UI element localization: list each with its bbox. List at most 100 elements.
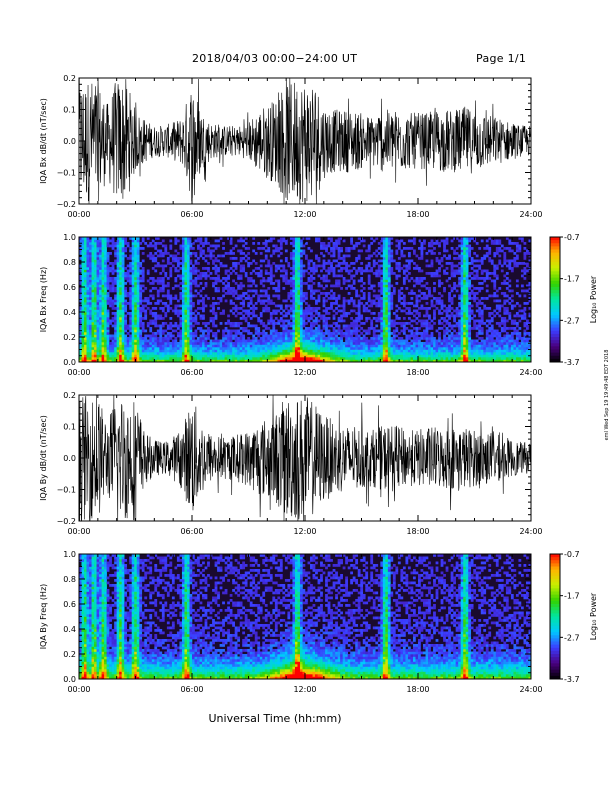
spectrogram-cell [89, 259, 92, 263]
spectrogram-cell [159, 299, 163, 303]
spectrogram-cell [385, 314, 389, 318]
spectrogram-cell [357, 312, 361, 315]
spectrogram-cell [347, 349, 351, 353]
spectrogram-cell [352, 332, 356, 335]
spectrogram-cell [232, 262, 235, 265]
spectrogram-cell [284, 324, 288, 328]
spectrogram-cell [96, 332, 100, 335]
spectrogram-cell [440, 299, 444, 303]
spectrogram-cell [161, 322, 165, 325]
spectrogram-cell [382, 332, 386, 335]
spectrogram-cell [269, 349, 273, 353]
spectrogram-cell [370, 344, 374, 348]
spectrogram-cell [387, 324, 391, 328]
spectrogram-cell [84, 277, 87, 280]
spectrogram-cell [380, 359, 384, 363]
spectrogram-cell [360, 349, 364, 353]
spectrogram-cell [89, 359, 92, 363]
spectrogram-cell [144, 242, 148, 245]
spectrogram-cell [139, 352, 143, 355]
spectrogram-cell [428, 354, 431, 358]
spectrogram-cell [342, 334, 346, 338]
spectrogram-cell [252, 324, 256, 328]
spectrogram-cell [121, 357, 125, 360]
spectrogram-cell [350, 299, 354, 303]
spectrogram-cell [217, 352, 220, 355]
spectrogram-cell [149, 359, 153, 363]
spectrogram-cell [428, 334, 431, 338]
spectrogram-cell [154, 352, 158, 355]
spectrogram-cell [269, 239, 273, 243]
spectrogram-cell [179, 304, 183, 308]
spectrogram-cell [212, 304, 215, 308]
spectrogram-cell [126, 244, 130, 248]
spectrogram-cell [89, 272, 92, 275]
spectrogram-cell [284, 327, 288, 330]
spectrogram-cell [207, 247, 210, 250]
spectrogram-cell [156, 354, 160, 358]
spectrogram-cell [330, 342, 333, 345]
spectrogram-cell [289, 339, 293, 343]
spectrogram-cell [332, 352, 336, 355]
spectrogram-cell [352, 347, 356, 350]
spectrogram-cell [96, 297, 100, 300]
spectrogram-cell [412, 242, 416, 245]
spectrogram-cell [186, 257, 190, 260]
spectrogram-cell [415, 322, 419, 325]
spectrogram-cell [81, 257, 85, 260]
spectrogram-cell [305, 322, 308, 325]
spectrogram-cell [91, 329, 95, 333]
spectrogram-cell [186, 279, 190, 283]
spectrogram-cell [315, 344, 318, 348]
spectrogram-cell [430, 244, 434, 248]
spectrogram-cell [370, 339, 374, 343]
spectrogram-cell [247, 277, 251, 280]
spectrogram-cell [433, 359, 436, 363]
spectrogram-cell [428, 322, 431, 325]
spectrogram-cell [207, 262, 210, 265]
spectrogram-cell [310, 269, 313, 273]
spectrogram-cell [116, 262, 120, 265]
spectrogram-cell [134, 334, 138, 338]
spectrogram-cell [131, 347, 135, 350]
spectrogram-cell [292, 314, 296, 318]
spectrogram-cell [264, 347, 268, 350]
spectrogram-cell [186, 237, 190, 240]
spectrogram-cell [302, 249, 306, 253]
spectrogram-cell [443, 342, 446, 345]
spectrogram-cell [430, 294, 434, 298]
spectrogram-cell [405, 327, 409, 330]
spectrogram-cell [214, 289, 218, 293]
spectrogram-cell [400, 347, 404, 350]
spectrogram-cell [435, 307, 439, 310]
spectrogram-cell [139, 309, 143, 313]
spectrogram-cell [365, 347, 369, 350]
spectrogram-cell [99, 284, 102, 288]
spectrogram-cell [279, 242, 283, 245]
spectrogram-cell [292, 259, 296, 263]
spectrogram-cell [315, 267, 318, 270]
spectrogram-cell [289, 317, 293, 320]
spectrogram-cell [181, 252, 185, 255]
spectrogram-cell [317, 312, 321, 315]
spectrogram-cell [207, 249, 210, 253]
spectrogram-cell [104, 274, 107, 278]
spectrogram-cell [184, 239, 188, 243]
spectrogram-cell [292, 344, 296, 348]
spectrogram-cell [412, 337, 416, 340]
spectrogram-cell [86, 242, 90, 245]
spectrogram-cell [347, 327, 351, 330]
spectrogram-cell [292, 264, 296, 268]
spectrogram-cell [129, 307, 133, 310]
spectrogram-cell [106, 287, 110, 290]
spectrogram-cell [325, 294, 328, 298]
spectrogram-cell [294, 342, 298, 345]
spectrogram-cell [332, 252, 336, 255]
spectrogram-cell [106, 242, 110, 245]
spectrogram-cell [96, 302, 100, 305]
spectrogram-cell [392, 334, 396, 338]
spectrogram-cell [84, 257, 87, 260]
spectrogram-cell [84, 342, 87, 345]
spectrogram-cell [209, 244, 213, 248]
spectrogram-cell [372, 344, 376, 348]
